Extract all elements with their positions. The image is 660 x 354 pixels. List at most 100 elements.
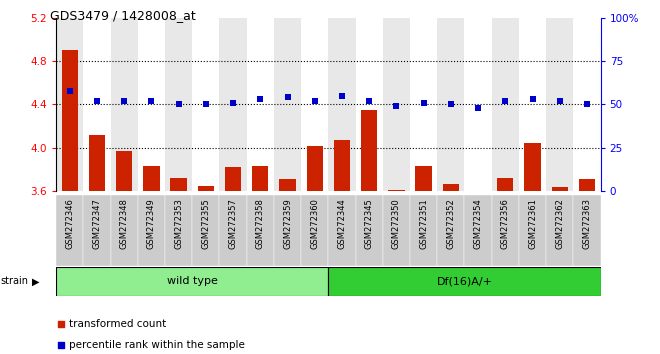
Bar [247, 18, 274, 191]
Bar [443, 184, 459, 191]
Bar [56, 267, 329, 296]
Point [174, 102, 184, 107]
Text: GSM272347: GSM272347 [92, 198, 102, 249]
Bar [437, 18, 465, 191]
Bar [111, 195, 138, 266]
Text: GSM272349: GSM272349 [147, 198, 156, 249]
Bar [410, 18, 437, 191]
Text: GSM272357: GSM272357 [228, 198, 238, 249]
Bar [143, 166, 160, 191]
Text: GSM272350: GSM272350 [392, 198, 401, 249]
Bar [492, 18, 519, 191]
Text: percentile rank within the sample: percentile rank within the sample [69, 340, 245, 350]
Text: wild type: wild type [167, 276, 218, 286]
Text: GSM272360: GSM272360 [310, 198, 319, 249]
Point [65, 88, 75, 93]
Point [310, 98, 320, 104]
Bar [329, 195, 356, 266]
Bar [465, 195, 492, 266]
Point [500, 98, 511, 104]
Bar [361, 110, 378, 191]
Text: GSM272352: GSM272352 [446, 198, 455, 249]
Bar [552, 187, 568, 191]
Text: GSM272354: GSM272354 [474, 198, 482, 249]
Bar [192, 195, 219, 266]
Bar [83, 195, 111, 266]
Bar [415, 166, 432, 191]
Bar [274, 18, 301, 191]
Text: GSM272361: GSM272361 [528, 198, 537, 249]
Bar [574, 18, 601, 191]
Text: GSM272362: GSM272362 [555, 198, 564, 249]
Point [255, 96, 265, 102]
Bar [61, 50, 78, 191]
Point [228, 100, 238, 105]
Bar [88, 135, 105, 191]
Bar [219, 195, 247, 266]
Bar [383, 18, 410, 191]
Bar [465, 18, 492, 191]
Point [418, 100, 429, 105]
Bar [138, 18, 165, 191]
Point [364, 98, 374, 104]
Text: GSM272359: GSM272359 [283, 198, 292, 249]
Bar [165, 18, 192, 191]
Bar [301, 195, 329, 266]
Bar [519, 195, 546, 266]
Point [391, 103, 402, 109]
Text: ▶: ▶ [32, 276, 39, 286]
Point [282, 95, 293, 100]
Bar [328, 18, 356, 191]
Point [446, 102, 456, 107]
Bar [579, 179, 595, 191]
Point [146, 98, 156, 104]
Bar [138, 195, 165, 266]
Text: GSM272355: GSM272355 [201, 198, 211, 249]
Bar [437, 195, 465, 266]
Point [554, 98, 565, 104]
Text: GSM272356: GSM272356 [501, 198, 510, 249]
Text: transformed count: transformed count [69, 319, 166, 329]
Bar [198, 186, 214, 191]
Bar [56, 195, 83, 266]
Text: GSM272353: GSM272353 [174, 198, 183, 249]
Bar [192, 18, 219, 191]
Text: GSM272348: GSM272348 [119, 198, 129, 249]
Bar [56, 18, 83, 191]
Point [337, 93, 347, 98]
Point [92, 98, 102, 104]
Point [261, 282, 271, 287]
Point [527, 96, 538, 102]
Text: GSM272344: GSM272344 [337, 198, 346, 249]
Point [473, 105, 483, 111]
Point [201, 102, 211, 107]
Bar [410, 195, 437, 266]
Bar [274, 195, 301, 266]
Bar [383, 195, 410, 266]
Bar [247, 195, 274, 266]
Text: Df(16)A/+: Df(16)A/+ [436, 276, 492, 286]
Bar [356, 195, 383, 266]
Text: GSM272346: GSM272346 [65, 198, 74, 249]
Bar [165, 195, 192, 266]
Bar [574, 195, 601, 266]
Text: strain: strain [1, 276, 28, 286]
Bar [497, 178, 513, 191]
Text: GSM272345: GSM272345 [365, 198, 374, 249]
Bar [170, 178, 187, 191]
Bar [329, 267, 601, 296]
Point [119, 98, 129, 104]
Text: GSM272351: GSM272351 [419, 198, 428, 249]
Bar [334, 140, 350, 191]
Bar [546, 195, 574, 266]
Bar [388, 190, 405, 191]
Bar [492, 195, 519, 266]
Text: GDS3479 / 1428008_at: GDS3479 / 1428008_at [50, 9, 195, 22]
Text: GSM272358: GSM272358 [256, 198, 265, 249]
Bar [519, 18, 546, 191]
Bar [116, 151, 132, 191]
Bar [219, 18, 247, 191]
Bar [306, 145, 323, 191]
Bar [546, 18, 574, 191]
Point [261, 88, 271, 94]
